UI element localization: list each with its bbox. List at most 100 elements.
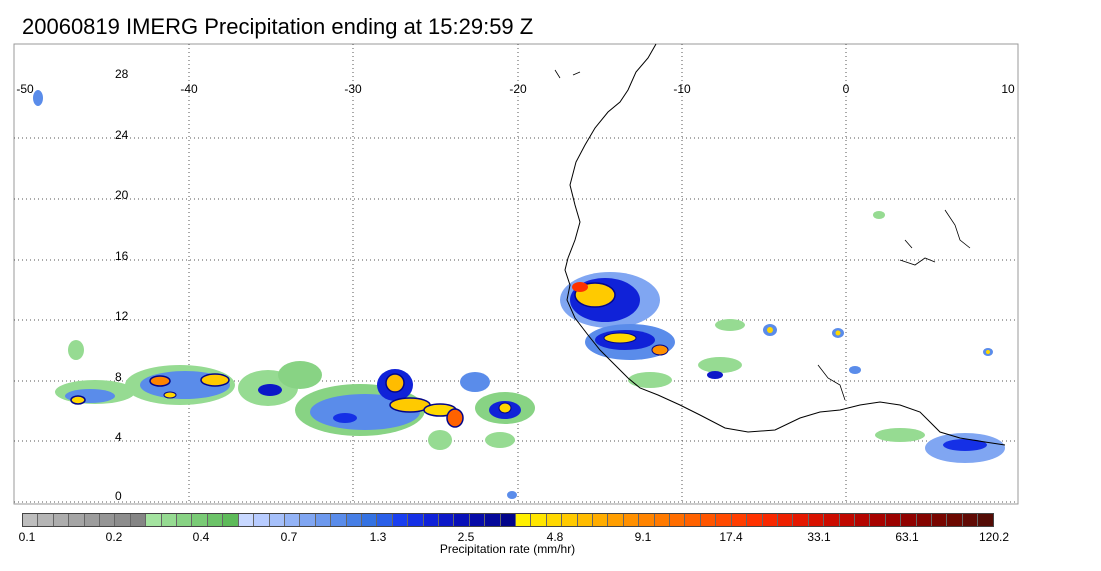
lon-label: -10 (673, 82, 691, 96)
colorbar-swatch (962, 514, 979, 526)
colorbar-swatch (793, 514, 809, 526)
colorbar-swatch (978, 514, 993, 526)
colorbar-swatch (377, 514, 393, 526)
colorbar-swatch (438, 514, 455, 526)
colorbar-swatch (115, 514, 131, 526)
lon-label: 10 (1001, 82, 1015, 96)
colorbar-swatch (870, 514, 886, 526)
colorbar-swatch (654, 514, 671, 526)
lon-label: -40 (180, 82, 198, 96)
colorbar-swatch (146, 514, 162, 526)
colorbar-swatch (901, 514, 917, 526)
lon-label: -20 (509, 82, 527, 96)
colorbar-swatch (392, 514, 409, 526)
colorbar-swatch (331, 514, 347, 526)
colorbar-swatch (192, 514, 208, 526)
colorbar-swatch (500, 514, 516, 526)
colorbar-swatch (916, 514, 932, 526)
lat-label: 12 (115, 309, 129, 323)
colorbar-tick: 17.4 (719, 530, 743, 544)
colorbar-tick: 2.5 (457, 530, 475, 544)
colorbar-swatch (284, 514, 301, 526)
graticule (14, 44, 1018, 504)
colorbar-swatch (423, 514, 439, 526)
colorbar-swatch (454, 514, 470, 526)
colorbar-swatch (269, 514, 285, 526)
colorbar-tick: 1.3 (369, 530, 387, 544)
colorbar-swatch (53, 514, 70, 526)
colorbar-swatch (685, 514, 701, 526)
colorbar-tick: 63.1 (895, 530, 919, 544)
colorbar-swatch (300, 514, 316, 526)
colorbar-swatch (716, 514, 732, 526)
colorbar-tick: 33.1 (807, 530, 831, 544)
colorbar-swatch (69, 514, 85, 526)
colorbar-swatch (777, 514, 794, 526)
colorbar-swatch (824, 514, 840, 526)
colorbar-swatch (100, 514, 116, 526)
map-title: 20060819 IMERG Precipitation ending at 1… (22, 14, 534, 39)
colorbar-swatch (469, 514, 486, 526)
colorbar-swatch (23, 514, 39, 526)
colorbar-tick: 0.1 (18, 530, 36, 544)
precipitation-map (13, 43, 1019, 505)
precipitation-colorbar (22, 513, 994, 527)
atlantic-rainband (33, 90, 535, 450)
lat-label: 16 (115, 249, 129, 263)
west-africa-convection (560, 272, 675, 388)
colorbar-swatch (207, 514, 224, 526)
colorbar-swatch (485, 514, 501, 526)
colorbar-swatch (839, 514, 855, 526)
colorbar-tick: 0.4 (192, 530, 210, 544)
colorbar-swatch (161, 514, 178, 526)
colorbar-swatch (623, 514, 640, 526)
colorbar-swatch (700, 514, 717, 526)
colorbar-swatch (670, 514, 686, 526)
colorbar-tick: 0.7 (280, 530, 298, 544)
colorbar-swatch (84, 514, 101, 526)
colorbar-swatch (361, 514, 378, 526)
colorbar-tick: 9.1 (634, 530, 652, 544)
colorbar-label: Precipitation rate (mm/hr) (439, 542, 576, 556)
colorbar-swatch (747, 514, 763, 526)
colorbar-swatch (130, 514, 147, 526)
colorbar-swatch (731, 514, 748, 526)
colorbar-swatch (762, 514, 778, 526)
map-frame (13, 43, 1019, 505)
colorbar-swatch (639, 514, 655, 526)
lat-label: 24 (115, 128, 129, 142)
colorbar-swatch (808, 514, 825, 526)
colorbar-swatch (885, 514, 902, 526)
colorbar-swatch (516, 514, 532, 526)
colorbar-swatch (223, 514, 239, 526)
lat-label: 4 (115, 430, 122, 444)
colorbar-swatch (408, 514, 424, 526)
africa-coastline (564, 43, 1006, 446)
lat-label: 20 (115, 188, 129, 202)
colorbar-tick: 120.2 (978, 530, 1010, 544)
lat-label: 8 (115, 370, 122, 384)
colorbar-swatch (931, 514, 948, 526)
colorbar-swatch (947, 514, 963, 526)
colorbar-swatch (562, 514, 578, 526)
colorbar-swatch (346, 514, 362, 526)
colorbar-swatch (608, 514, 624, 526)
colorbar-swatch (593, 514, 609, 526)
scattered-showers (507, 211, 1005, 499)
colorbar-swatch (854, 514, 871, 526)
lat-label: 0 (115, 489, 122, 503)
lon-label: 0 (842, 82, 850, 96)
colorbar-swatch (546, 514, 563, 526)
colorbar-swatch (531, 514, 547, 526)
colorbar-tick: 4.8 (546, 530, 564, 544)
colorbar-swatch (177, 514, 193, 526)
colorbar-tick: 0.2 (105, 530, 123, 544)
lon-label: -50 (16, 82, 34, 96)
inland-features (554, 69, 971, 401)
lon-label: -30 (344, 82, 362, 96)
colorbar-swatch (315, 514, 332, 526)
colorbar-swatch (254, 514, 270, 526)
colorbar-swatch (238, 514, 255, 526)
colorbar-swatch (38, 514, 54, 526)
lat-label: 28 (115, 67, 129, 81)
